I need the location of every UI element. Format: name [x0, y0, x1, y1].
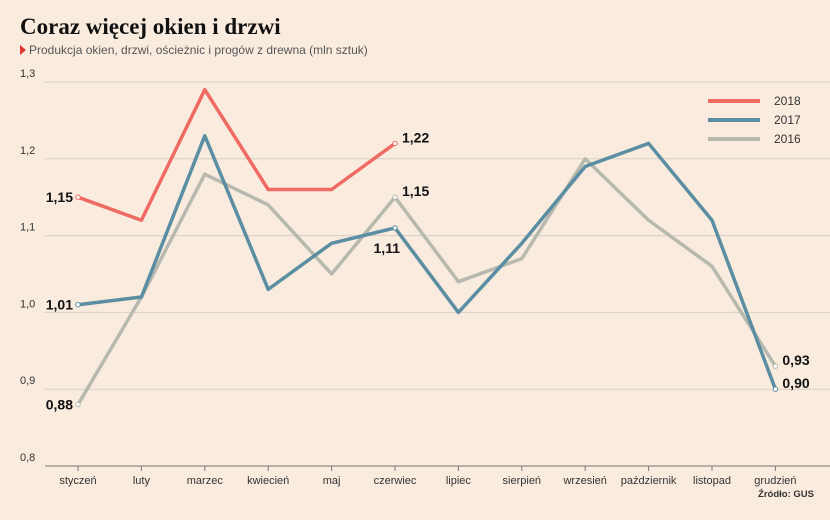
axis-layer: 0,8 0,9 1,0 1,1 1,2 1,3 styczeń luty marzec kwiec… [20, 68, 797, 487]
data-label-layer: 1,15 1,01 0,88 1,22 1,15 1,11 0,93 0,90 [46, 129, 810, 412]
data-label: 1,22 [402, 129, 429, 145]
legend-label-2017: 2017 [774, 113, 801, 127]
red-triangle-icon [20, 45, 26, 55]
y-tick-label: 1,0 [20, 298, 35, 310]
x-tick-label: wrzesień [562, 475, 606, 487]
chart-subtitle: Produkcja okien, drzwi, ościeżnic i prog… [29, 43, 368, 57]
series-line-2017 [76, 134, 778, 391]
x-tick-label: lipiec [446, 475, 472, 487]
y-tick-label: 1,1 [20, 222, 35, 234]
source-note: Źródło: GUS [758, 489, 814, 500]
x-tick-label: czerwiec [374, 475, 417, 487]
y-tick-label: 1,2 [20, 145, 35, 157]
endpoint-marker [392, 225, 398, 231]
x-tick-label: styczeń [59, 475, 96, 487]
legend-label-2016: 2016 [774, 132, 801, 146]
legend-label-2018: 2018 [774, 94, 801, 108]
data-label: 0,88 [46, 397, 73, 413]
x-tick-label: maj [323, 475, 341, 487]
endpoint-marker [392, 194, 398, 200]
endpoint-marker [772, 363, 779, 369]
endpoint-marker [772, 386, 779, 392]
grid-layer [45, 81, 830, 467]
data-label: 1,15 [46, 189, 73, 205]
endpoint-marker [75, 194, 81, 200]
y-tick-label: 0,9 [20, 375, 35, 387]
legend: 2018 2017 2016 [708, 94, 801, 146]
x-tick-label: grudzień [754, 475, 796, 487]
x-tick-label: październik [621, 475, 677, 487]
x-tick-label: sierpień [503, 475, 542, 487]
y-tick-label: 0,8 [20, 452, 35, 464]
endpoint-marker [75, 302, 81, 308]
data-label: 1,01 [46, 297, 73, 313]
series-layer [76, 87, 778, 407]
x-tick-label: kwiecień [247, 475, 289, 487]
x-tick-label: marzec [187, 475, 224, 487]
endpoint-marker [75, 401, 81, 408]
data-label: 1,15 [402, 183, 429, 199]
series-line-2018 [76, 87, 397, 222]
y-tick-label: 1,3 [20, 68, 35, 80]
endpoint-marker [392, 140, 398, 147]
x-tick-label: luty [133, 475, 151, 487]
chart-title: Coraz więcej okien i drzwi [20, 14, 281, 39]
chart-subtitle-row: Produkcja okien, drzwi, ościeżnic i prog… [20, 43, 368, 57]
series-line-2016 [76, 157, 778, 407]
data-label: 0,93 [782, 352, 809, 368]
data-label: 1,11 [374, 240, 401, 256]
x-tick-label: listopad [693, 475, 731, 487]
data-label: 0,90 [782, 375, 809, 391]
